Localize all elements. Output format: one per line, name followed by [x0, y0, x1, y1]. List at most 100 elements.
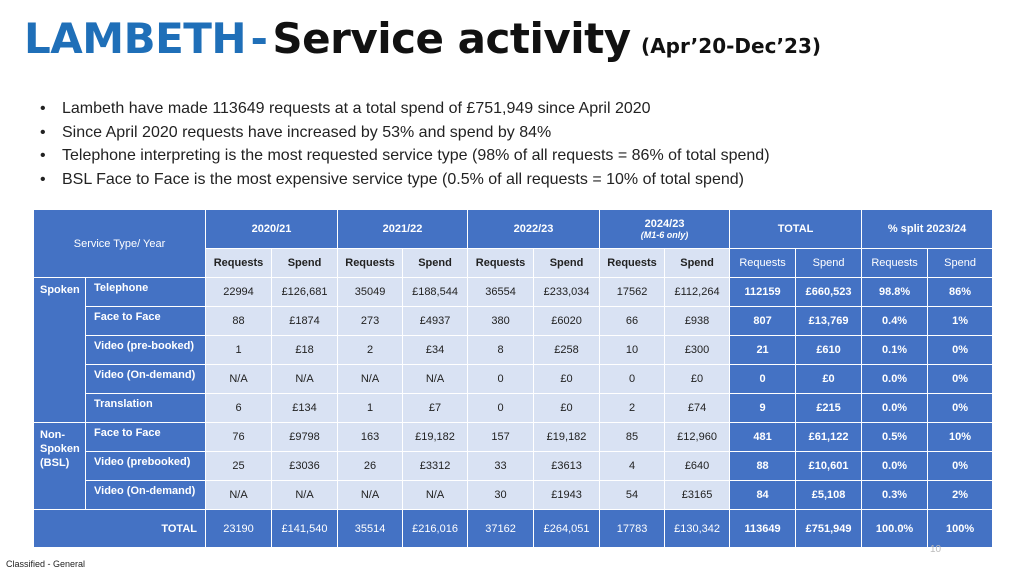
total-cell: 17783	[599, 509, 666, 548]
summary-bullets: Lambeth have made 113649 requests at a t…	[40, 97, 770, 191]
cell: 2	[599, 393, 666, 423]
service-type: Face to Face	[85, 422, 206, 452]
table-row: Spoken Telephone 22994 £126,681 35049 £1…	[33, 277, 994, 423]
classification-footer: Classified - General	[6, 559, 86, 569]
cell: £0	[533, 364, 601, 394]
cell: 0.4%	[861, 306, 929, 336]
cell: 1	[205, 335, 272, 365]
cell: £3036	[270, 451, 339, 481]
service-type: Translation	[85, 393, 206, 423]
cell: 88	[205, 306, 272, 336]
table-row: Video (On-demand) N/A N/A N/A N/A 30 £19…	[34, 480, 994, 510]
cell: 0%	[927, 335, 994, 365]
cell: 33	[467, 451, 535, 481]
total-cell: £264,051	[533, 509, 601, 548]
cell: £0	[795, 364, 863, 394]
total-cell: £141,540	[270, 509, 339, 548]
cell: £12,960	[664, 422, 731, 452]
col-requests: Requests	[861, 248, 929, 278]
cell: 0%	[927, 364, 994, 394]
total-row: TOTAL 23190 £141,540 35514 £216,016 3716…	[33, 509, 994, 548]
total-cell: 35514	[337, 509, 404, 548]
cell: N/A	[402, 364, 469, 394]
title-council: LAMBETH	[24, 14, 247, 63]
cell: 10%	[927, 422, 994, 452]
cell: N/A	[270, 364, 339, 394]
bullet-item: Telephone interpreting is the most reque…	[40, 144, 770, 168]
title-topic: Service activity	[272, 14, 631, 63]
cell: 21	[729, 335, 797, 365]
total-label: TOTAL	[33, 509, 206, 548]
cell: 88	[729, 451, 797, 481]
page-number: 10	[930, 544, 942, 555]
service-type: Video (On-demand)	[85, 364, 206, 394]
cell: £19,182	[402, 422, 469, 452]
cell: £34	[402, 335, 469, 365]
col-spend: Spend	[402, 248, 469, 278]
cell: £74	[664, 393, 731, 423]
cell: £0	[664, 364, 731, 394]
total-cell: £130,342	[664, 509, 731, 548]
cell: £7	[402, 393, 469, 423]
page-title: LAMBETH - Service activity (Apr’20-Dec’2…	[24, 14, 821, 74]
col-requests: Requests	[467, 248, 535, 278]
cell: 36554	[467, 277, 535, 307]
col-requests: Requests	[337, 248, 404, 278]
cell: 0.0%	[861, 393, 929, 423]
cell: 30	[467, 480, 535, 510]
year-header: 2021/22	[337, 209, 469, 249]
cell: 0	[467, 393, 535, 423]
cell: £134	[270, 393, 339, 423]
cell: 1%	[927, 306, 994, 336]
title-period: (Apr’20-Dec’23)	[641, 34, 822, 58]
cell: £61,122	[795, 422, 863, 452]
cell: 0%	[927, 451, 994, 481]
service-type: Video (On-demand)	[85, 480, 206, 510]
cell: 157	[467, 422, 535, 452]
col-requests: Requests	[599, 248, 666, 278]
cell: £13,769	[795, 306, 863, 336]
year-header-label: 2024/23	[644, 217, 685, 230]
cell: 4	[599, 451, 666, 481]
cell: 86%	[927, 277, 994, 307]
total-cell: £216,016	[402, 509, 469, 548]
cell: 2%	[927, 480, 994, 510]
cell: 1	[337, 393, 404, 423]
cell: £0	[533, 393, 601, 423]
cell: £1874	[270, 306, 339, 336]
cell: 25	[205, 451, 272, 481]
cell: £188,544	[402, 277, 469, 307]
cell: 85	[599, 422, 666, 452]
col-requests: Requests	[729, 248, 797, 278]
table-row: Video (prebooked) 25 £3036 26 £3312 33 £…	[34, 451, 994, 481]
cell: 8	[467, 335, 535, 365]
cell: 84	[729, 480, 797, 510]
cell: 26	[337, 451, 404, 481]
cell: £3613	[533, 451, 601, 481]
cell: 10	[599, 335, 666, 365]
total-cell: 113649	[729, 509, 797, 548]
cell: £126,681	[270, 277, 339, 307]
cell: £19,182	[533, 422, 601, 452]
cell: 2	[337, 335, 404, 365]
col-spend: Spend	[533, 248, 601, 278]
cell: 273	[337, 306, 404, 336]
title-dash: -	[250, 14, 268, 63]
cell: £5,108	[795, 480, 863, 510]
cell: N/A	[205, 480, 272, 510]
cell: £258	[533, 335, 601, 365]
cell: 0%	[927, 393, 994, 423]
cell: £1943	[533, 480, 601, 510]
bullet-item: BSL Face to Face is the most expensive s…	[40, 168, 770, 192]
cell: £18	[270, 335, 339, 365]
cell: 54	[599, 480, 666, 510]
cell: N/A	[205, 364, 272, 394]
cell: £3312	[402, 451, 469, 481]
cell: 481	[729, 422, 797, 452]
cell: 22994	[205, 277, 272, 307]
cell: £233,034	[533, 277, 601, 307]
total-cell: 100%	[927, 509, 994, 548]
table-row: Video (On-demand) N/A N/A N/A N/A 0 £0 0…	[34, 364, 994, 394]
category-spoken: Spoken	[33, 277, 86, 423]
cell: N/A	[270, 480, 339, 510]
